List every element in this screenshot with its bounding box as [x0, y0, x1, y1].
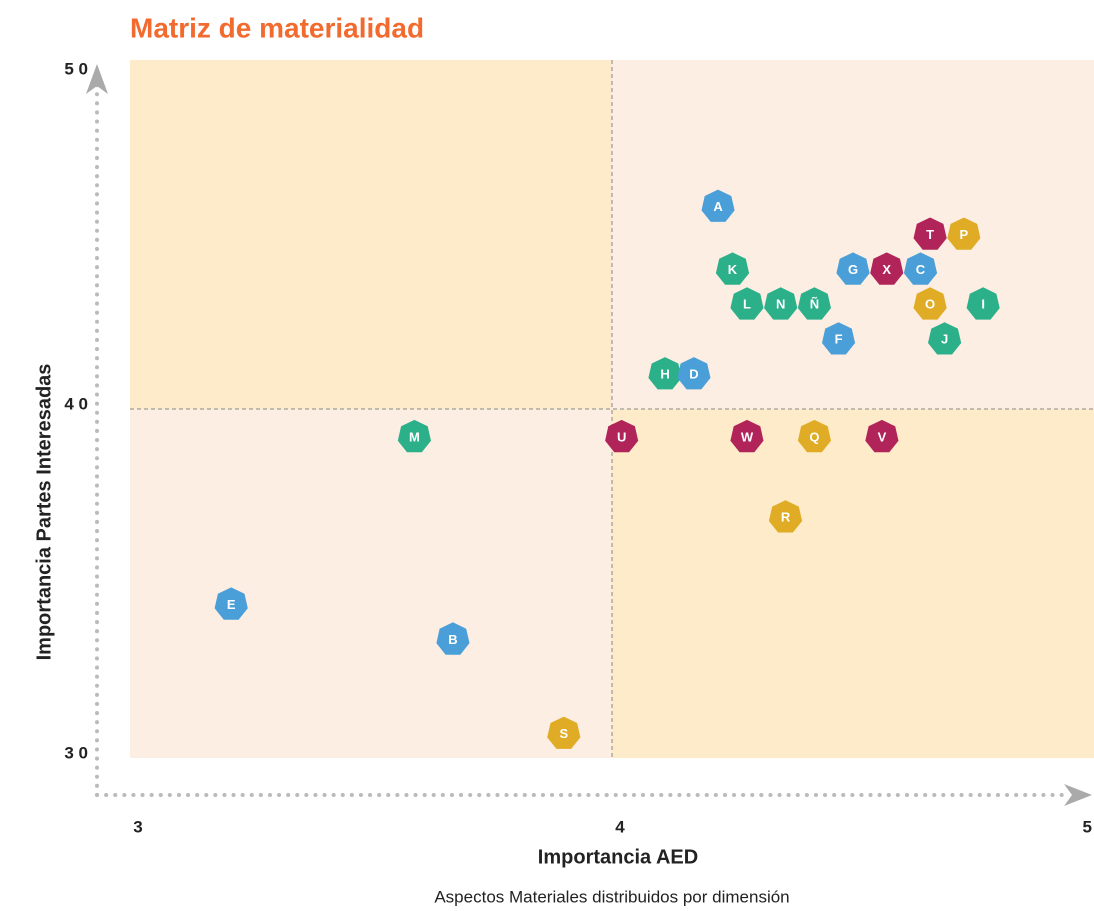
point-label: H	[660, 367, 669, 382]
point	[436, 622, 470, 655]
point-label: S	[559, 726, 568, 741]
point-label: N	[776, 297, 785, 312]
caption: Aspectos Materiales distribuidos por dim…	[434, 887, 789, 906]
point	[214, 587, 248, 620]
point	[397, 419, 431, 453]
y-axis-arrow	[86, 64, 108, 94]
y-tick-label: 5 0	[64, 59, 88, 78]
point-label: D	[689, 367, 698, 382]
x-axis-label: Importancia AED	[538, 846, 698, 868]
point-label: I	[981, 297, 985, 312]
x-tick-label: 5	[1083, 817, 1092, 836]
quadrant	[130, 60, 612, 409]
point	[677, 357, 711, 390]
point	[764, 287, 798, 320]
y-tick-label: 4 0	[64, 394, 88, 413]
point-label: C	[916, 262, 926, 277]
quadrant	[130, 409, 612, 758]
point	[648, 357, 682, 390]
point	[730, 419, 764, 453]
point-label: X	[882, 262, 891, 277]
y-tick-label: 3 0	[64, 743, 88, 762]
point-label: O	[925, 297, 935, 312]
point	[822, 322, 856, 355]
point	[947, 217, 981, 250]
point-label: F	[835, 332, 843, 347]
point	[605, 419, 639, 453]
point-label: G	[848, 262, 858, 277]
point-label: J	[941, 332, 948, 347]
point-label: B	[448, 632, 457, 647]
point	[768, 500, 803, 533]
point-label: Q	[809, 429, 819, 444]
point-label: W	[741, 429, 754, 444]
quadrant	[612, 60, 1094, 409]
y-axis-label: Importancia Partes Interesadas	[33, 364, 55, 661]
point	[870, 252, 904, 285]
point-label: T	[926, 227, 934, 242]
point-label: V	[878, 429, 887, 444]
point	[730, 287, 764, 320]
point-label: M	[409, 429, 420, 444]
point	[966, 287, 1000, 320]
quadrant	[612, 409, 1094, 758]
point	[928, 322, 962, 355]
point	[547, 716, 581, 749]
point	[903, 252, 938, 285]
x-tick-label: 4	[615, 817, 625, 836]
point	[913, 217, 947, 250]
point	[797, 287, 831, 320]
point-label: A	[713, 199, 723, 214]
point-label: K	[728, 262, 738, 277]
plot-background	[130, 60, 1094, 758]
point	[797, 419, 831, 453]
point-label: Ñ	[810, 297, 819, 312]
point-label: E	[227, 597, 236, 612]
x-tick-label: 3	[133, 817, 142, 836]
point-label: R	[781, 510, 791, 525]
point	[715, 252, 750, 285]
point	[836, 252, 870, 285]
point	[701, 189, 735, 222]
point	[865, 419, 899, 453]
point-label: L	[743, 297, 751, 312]
point	[913, 287, 947, 320]
x-axis-arrow	[1064, 784, 1092, 806]
chart-title: Matriz de materialidad	[130, 12, 424, 43]
point-label: U	[617, 429, 626, 444]
point-label: P	[960, 227, 969, 242]
